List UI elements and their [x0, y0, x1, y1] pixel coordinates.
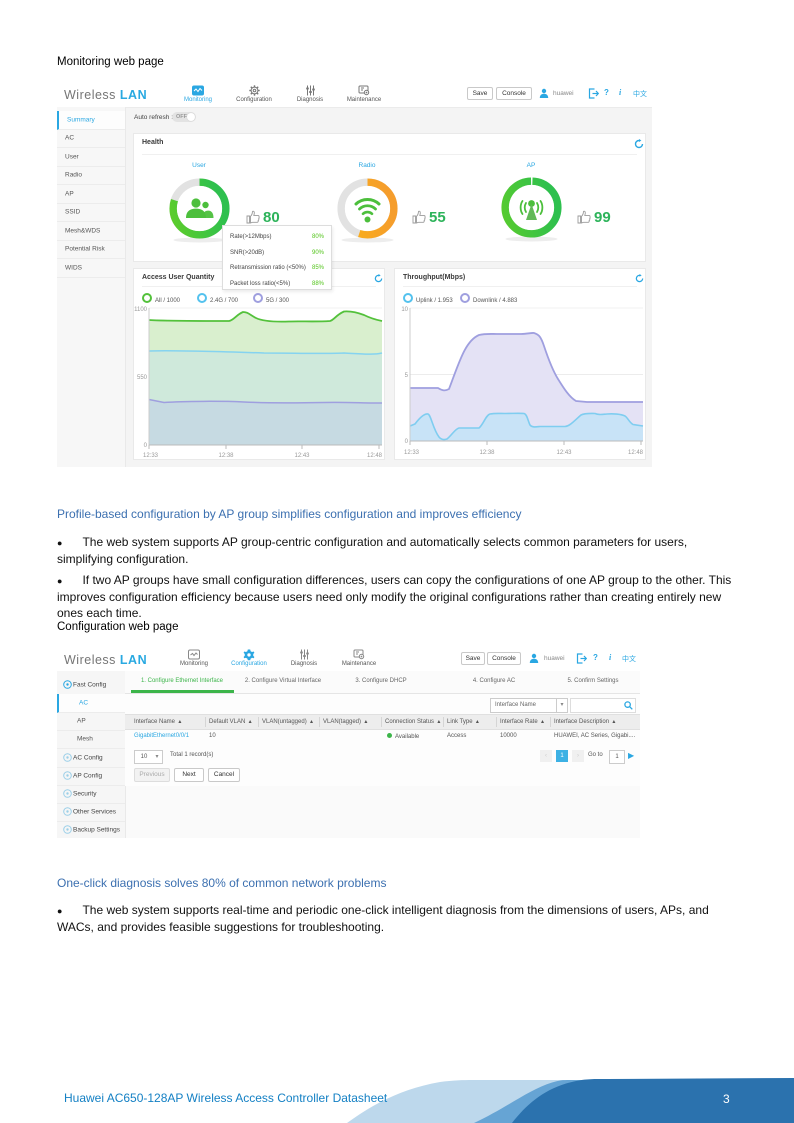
svg-text:0: 0: [144, 443, 148, 449]
svg-text:12:38: 12:38: [218, 453, 234, 459]
svg-text:1100: 1100: [134, 307, 148, 313]
svg-text:12:33: 12:33: [404, 450, 420, 456]
svg-text:12:48: 12:48: [628, 450, 644, 456]
svg-text:10: 10: [401, 307, 408, 313]
svg-text:12:43: 12:43: [294, 453, 310, 459]
svg-text:12:38: 12:38: [479, 450, 495, 456]
svg-text:12:48: 12:48: [367, 453, 383, 459]
svg-text:5: 5: [405, 373, 409, 379]
svg-text:12:33: 12:33: [143, 453, 159, 459]
svg-text:550: 550: [137, 375, 148, 381]
svg-text:0: 0: [405, 439, 409, 445]
svg-text:12:43: 12:43: [556, 450, 572, 456]
